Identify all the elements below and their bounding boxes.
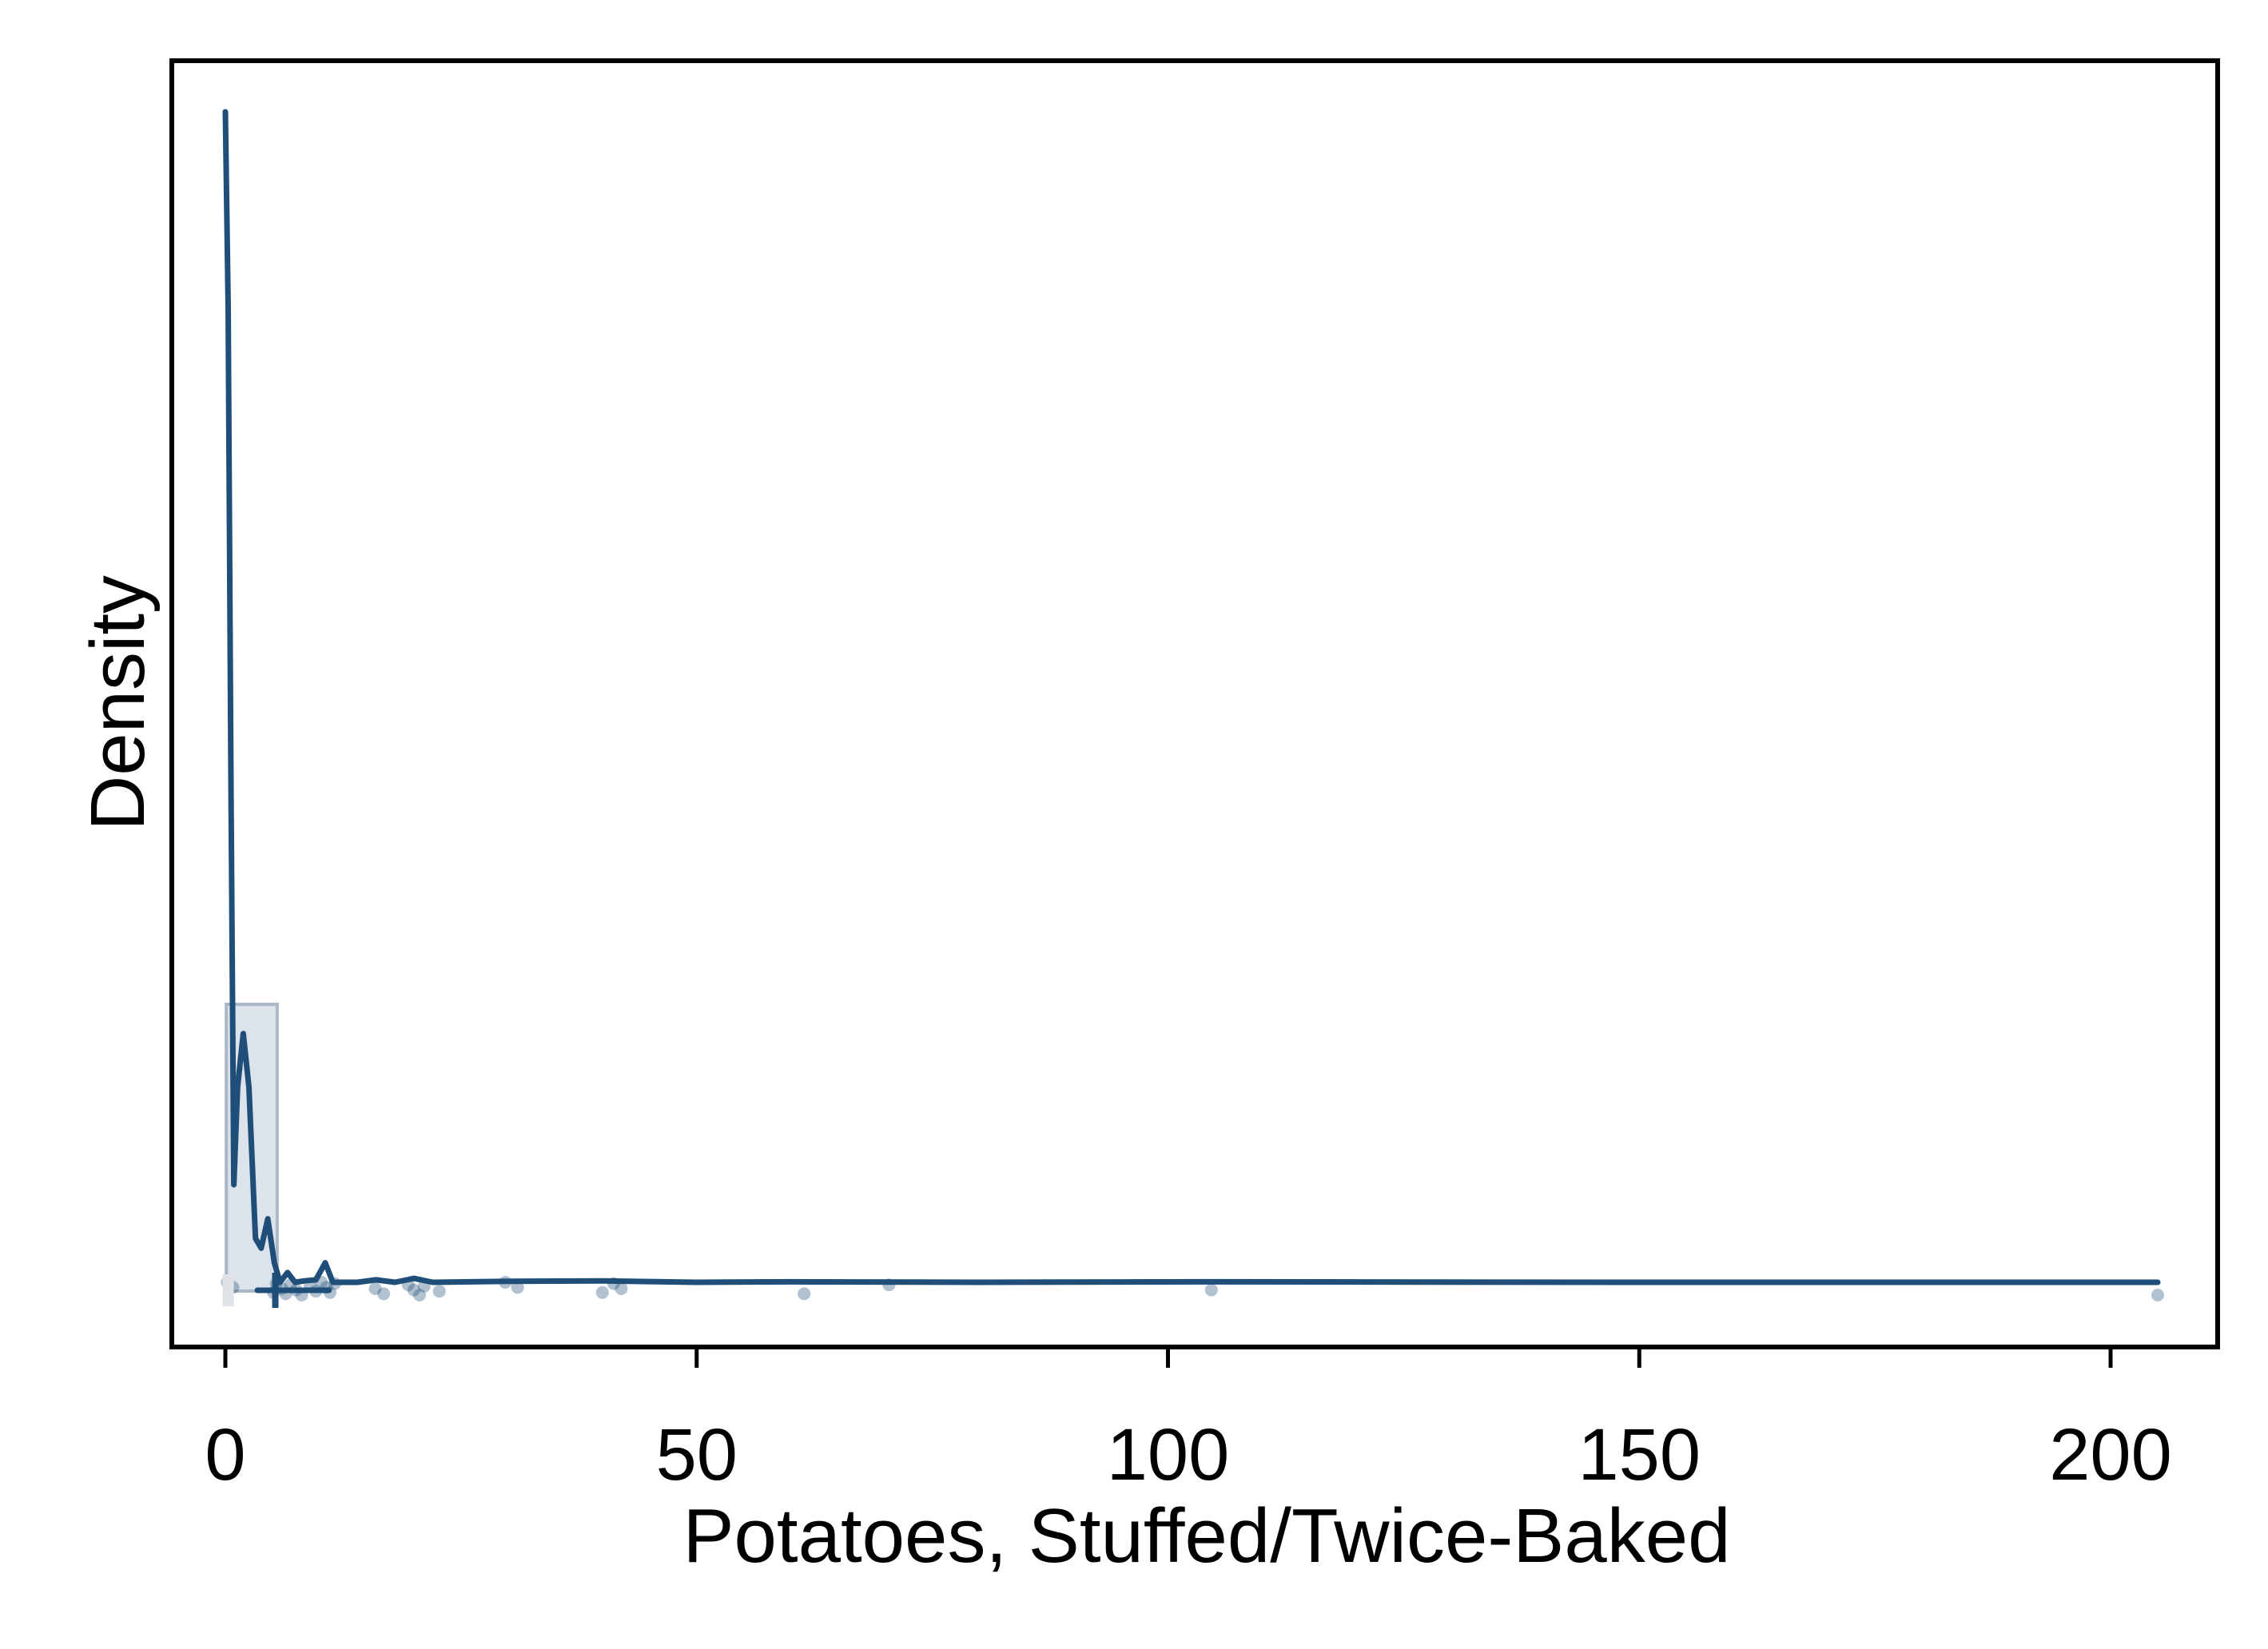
observation-point <box>2151 1289 2164 1301</box>
y-axis-label: Density <box>75 575 161 831</box>
x-axis: 0 50 100 150 200 <box>172 1345 2218 1496</box>
observation-point <box>407 1283 420 1297</box>
observation-point <box>1204 1283 1218 1297</box>
plot-area <box>169 58 2220 1349</box>
x-tick-label: 50 <box>656 1414 738 1496</box>
density-curve-layer <box>222 109 2161 1285</box>
observation-point <box>615 1282 628 1295</box>
observation-point <box>511 1281 524 1294</box>
box-markers <box>222 1273 332 1308</box>
plot-frame <box>169 58 2220 1349</box>
x-tick-label: 100 <box>1107 1414 1230 1496</box>
x-tick-label: 150 <box>1578 1414 1701 1496</box>
observation-point <box>377 1287 391 1301</box>
x-tick-label: 0 <box>205 1414 245 1496</box>
observation-point <box>798 1287 811 1301</box>
observation-point <box>595 1285 609 1299</box>
observation-point <box>412 1289 426 1301</box>
density-curve <box>222 109 2161 1285</box>
x-axis-label: Potatoes, Stuffed/Twice-Baked <box>683 1493 1731 1579</box>
observation-point <box>368 1282 382 1295</box>
x-tick-label: 200 <box>2049 1414 2172 1496</box>
x-ticks: 0 50 100 150 200 <box>205 1347 2172 1496</box>
observation-point <box>432 1285 446 1298</box>
